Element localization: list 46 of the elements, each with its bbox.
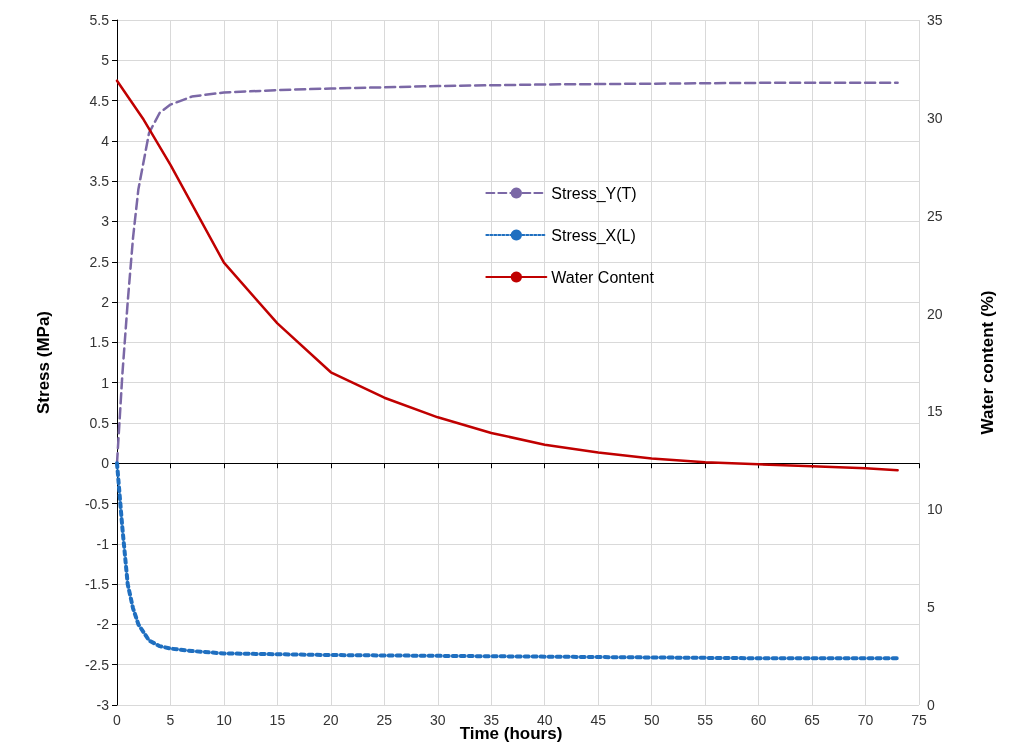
x-tick-label: 55 (697, 712, 714, 728)
x-tick-label: 15 (269, 712, 286, 728)
y-tick-label: -0.5 (84, 495, 110, 512)
y-tick-label: -1.5 (84, 576, 110, 593)
line-series (115, 461, 900, 661)
y2-axis-title: Water content (%) (978, 290, 997, 435)
x-tick-label: 30 (430, 712, 446, 728)
y-tick-label: 5.5 (89, 12, 110, 28)
y-tick-label: 2 (101, 294, 110, 311)
y-tick-label: 4.5 (89, 92, 110, 109)
x-tick-label: 75 (911, 712, 927, 728)
x-tick-label: 50 (643, 712, 660, 728)
y2-tick-label: 0 (927, 697, 935, 713)
y2-tick-label: 20 (927, 305, 943, 322)
y2-tick-label: 25 (927, 207, 943, 224)
x-tick-label: 5 (166, 712, 175, 728)
y-tick-label: 0 (101, 455, 110, 472)
y2-tick-label: 35 (927, 12, 943, 28)
y-tick-label: 5 (101, 52, 110, 69)
y2-tick-label: 15 (927, 403, 943, 420)
y-axis-title: Stress (MPa) (34, 311, 53, 414)
x-tick-label: 10 (216, 712, 232, 728)
y2-tick-label: 30 (927, 109, 943, 126)
x-tick-label: 25 (376, 712, 393, 728)
y-tick-label: -2 (96, 616, 110, 633)
y2-tick-label: 5 (927, 599, 935, 616)
y-tick-label: 4 (101, 132, 110, 149)
y-tick-label: -2.5 (84, 656, 110, 673)
y-tick-label: 3.5 (89, 173, 110, 190)
x-tick-label: 65 (804, 712, 821, 728)
x-tick-label: 70 (857, 712, 874, 728)
y-tick-label: -1 (96, 535, 110, 552)
y2-tick-label: 10 (927, 501, 943, 518)
y-tick-label: 0.5 (89, 414, 110, 431)
y-tick-label: 1.5 (89, 334, 110, 351)
y-tick-label: 3 (101, 213, 110, 230)
legend-label: Water Content (551, 268, 655, 286)
y-tick-label: -3 (96, 697, 110, 713)
x-tick-label: 45 (590, 712, 607, 728)
legend-label: Stress_X(L) (551, 226, 636, 245)
x-tick-label: 60 (750, 712, 767, 728)
x-tick-label: 20 (323, 712, 339, 728)
legend-label: Stress_Y(T) (551, 184, 637, 203)
y-tick-label: 2.5 (89, 253, 110, 270)
y-tick-label: 1 (101, 374, 110, 391)
x-tick-label: 0 (113, 712, 122, 728)
